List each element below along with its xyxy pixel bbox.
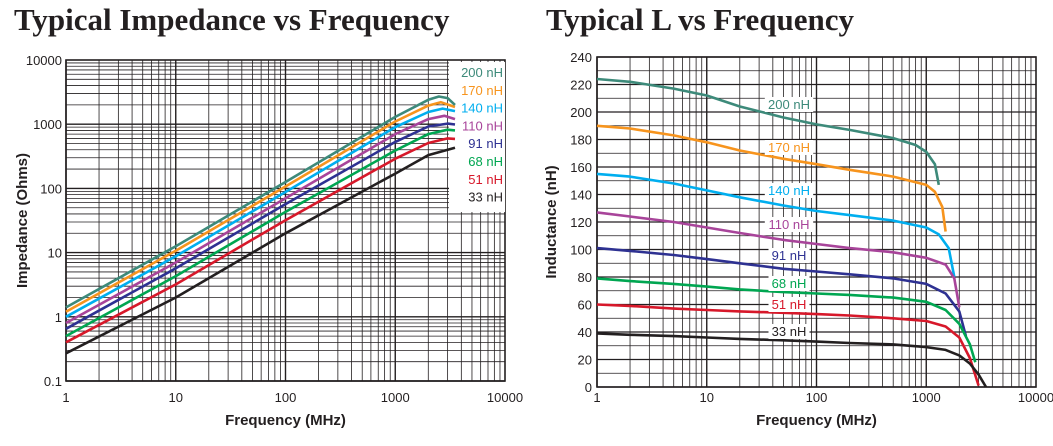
inductance-y-tick: 0 xyxy=(585,380,592,395)
impedance-x-tick: 100 xyxy=(275,390,297,405)
inductance-series-33nh xyxy=(596,332,988,388)
label-background xyxy=(764,183,814,198)
inductance-y-tick: 160 xyxy=(570,160,592,175)
impedance-series-140nh xyxy=(65,107,456,318)
inline-label-51nh: 51 nH xyxy=(772,297,807,312)
impedance-x-tick: 1000 xyxy=(381,390,410,405)
inductance-series-68nh xyxy=(596,277,977,363)
impedance-series-110nh xyxy=(65,114,456,325)
impedance-chart-title: Typical Impedance vs Frequency xyxy=(14,2,450,37)
inline-label-200nh: 200 nH xyxy=(768,97,810,112)
inductance-grid xyxy=(596,56,1036,388)
impedance-chart: 200 nH 170 nH 140 nH 110 nH 91 nH 68 nH 51 nH 3… xyxy=(14,53,523,429)
inline-label-91nh: 91 nH xyxy=(772,248,807,263)
impedance-x-tick: 10000 xyxy=(487,390,523,405)
inductance-y-tick: 200 xyxy=(570,105,592,120)
inline-label-33nh: 33 nH xyxy=(772,324,807,339)
inductance-x-tick: 100 xyxy=(806,390,828,405)
impedance-y-tick: 100 xyxy=(40,181,62,196)
label-background xyxy=(764,217,814,232)
inductance-y-tick: 240 xyxy=(570,50,592,65)
label-background xyxy=(768,324,810,339)
impedance-series-91nh xyxy=(65,122,456,330)
label-background xyxy=(768,297,810,312)
legend-label-200nh: 200 nH xyxy=(461,65,503,80)
inductance-x-tick: 1000 xyxy=(912,390,941,405)
inductance-y-tick: 140 xyxy=(570,188,592,203)
inline-label-110nh: 110 nH xyxy=(769,217,810,232)
legend-label-170nh: 170 nH xyxy=(461,83,503,98)
inductance-y-tick: 120 xyxy=(570,215,592,230)
inductance-series-140nh xyxy=(596,172,956,278)
inductance-y-tick: 20 xyxy=(578,353,592,368)
impedance-series-68nh xyxy=(65,128,456,338)
inductance-y-tick: 60 xyxy=(578,298,592,313)
impedance-series-51nh xyxy=(65,137,456,344)
label-background xyxy=(764,97,814,112)
inductance-series-51nh xyxy=(596,303,980,386)
impedance-x-axis-label: Frequency (MHz) xyxy=(225,412,346,429)
legend-label-33nh: 33 nH xyxy=(468,190,503,205)
legend-label-91nh: 91 nH xyxy=(468,136,503,151)
inductance-series-170nh xyxy=(596,124,947,232)
legend-label-51nh: 51 nH xyxy=(468,172,503,187)
label-background xyxy=(768,248,810,263)
inductance-series-91nh xyxy=(596,246,968,337)
inductance-x-tick: 1 xyxy=(593,390,600,405)
inductance-y-tick: 100 xyxy=(570,243,592,258)
impedance-series-170nh xyxy=(65,100,456,313)
plot-frame xyxy=(596,56,1037,388)
impedance-y-tick: 1000 xyxy=(33,117,62,132)
inductance-chart: 200 nH 170 nH 140 nH 110 nH 91 nH 68 nH 51 nH 3… xyxy=(543,50,1053,429)
legend-label-68nh: 68 nH xyxy=(468,154,503,169)
inline-label-170nh: 170 nH xyxy=(768,140,810,155)
impedance-y-axis-label: Impedance (Ohms) xyxy=(14,153,31,288)
impedance-x-tick: 1 xyxy=(62,390,69,405)
impedance-y-tick: 0.1 xyxy=(44,374,62,389)
legend-box xyxy=(449,62,505,212)
impedance-series-33nh xyxy=(65,146,456,355)
label-background xyxy=(764,140,814,155)
impedance-x-tick: 10 xyxy=(169,390,183,405)
inductance-y-tick: 180 xyxy=(570,133,592,148)
legend-label-110nh: 110 nH xyxy=(462,118,503,133)
impedance-y-tick: 1 xyxy=(55,310,62,325)
plot-frame xyxy=(65,59,506,382)
inductance-y-tick: 80 xyxy=(578,270,592,285)
inline-label-68nh: 68 nH xyxy=(772,276,807,291)
inductance-x-axis-label: Frequency (MHz) xyxy=(756,412,877,429)
impedance-series-200nh xyxy=(65,95,456,309)
impedance-y-tick: 10000 xyxy=(26,53,62,68)
inductance-series-110nh xyxy=(596,211,961,308)
label-background xyxy=(768,276,810,291)
inductance-y-axis-label: Inductance (nH) xyxy=(543,165,560,278)
inductance-y-tick: 220 xyxy=(570,78,592,93)
inductance-y-tick: 40 xyxy=(578,325,592,340)
inductance-x-tick: 10 xyxy=(700,390,714,405)
inductance-series-200nh xyxy=(596,77,941,186)
impedance-y-tick: 10 xyxy=(48,246,62,261)
inductance-chart-title: Typical L vs Frequency xyxy=(546,2,855,37)
legend-label-140nh: 140 nH xyxy=(461,101,503,116)
inline-label-140nh: 140 nH xyxy=(768,183,810,198)
inductance-x-tick: 10000 xyxy=(1018,390,1053,405)
